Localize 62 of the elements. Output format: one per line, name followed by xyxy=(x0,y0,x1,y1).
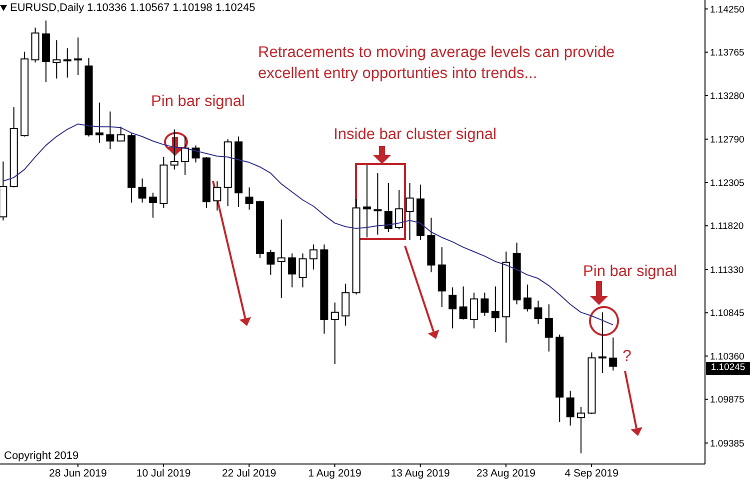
candlestick xyxy=(298,252,307,288)
candlestick xyxy=(384,182,392,232)
candlestick xyxy=(106,111,114,150)
candlestick xyxy=(138,178,146,204)
candlestick xyxy=(181,136,190,176)
candlestick xyxy=(330,302,339,365)
text: 1.10245 xyxy=(706,362,750,375)
y-tick-label: 1.13765 xyxy=(710,48,744,59)
chart-title: EURUSD,Daily 1.10336 1.10567 1.10198 1.10245 xyxy=(10,1,256,16)
candlestick xyxy=(74,36,82,76)
y-tick-label: 1.11330 xyxy=(710,264,744,276)
candlestick xyxy=(277,219,286,299)
candlestick xyxy=(566,390,574,426)
candlestick xyxy=(63,48,72,78)
x-tick-label: 28 Jun 2019 xyxy=(49,467,107,480)
y-tick-label: 1.12790 xyxy=(710,134,744,146)
candlestick xyxy=(598,312,606,374)
candlestick xyxy=(362,164,371,238)
text: ? xyxy=(622,347,632,367)
candlestick xyxy=(288,252,296,288)
candlestick xyxy=(148,192,157,218)
y-tick-label: 1.14250 xyxy=(710,4,744,16)
x-tick-label: 4 Sep 2019 xyxy=(564,467,619,480)
candlestick xyxy=(245,186,254,210)
candlestick xyxy=(406,182,414,241)
candlestick xyxy=(342,283,350,326)
x-tick-label: 13 Aug 2019 xyxy=(390,467,450,480)
candlestick xyxy=(52,40,61,80)
candlestick xyxy=(95,102,104,144)
y-tick-label: 1.10360 xyxy=(710,351,744,362)
candlestick xyxy=(374,172,382,236)
y-tick-label: 1.11820 xyxy=(710,221,744,232)
candlestick xyxy=(448,286,457,329)
annotation: Retracements to moving average levels can provide excellent entry opportunties into trends... xyxy=(258,43,616,84)
y-tick-label: 1.09385 xyxy=(710,438,744,450)
y-tick-label: 1.12305 xyxy=(710,178,744,189)
candlestick xyxy=(524,284,532,312)
x-tick-label: 23 Aug 2019 xyxy=(476,467,536,480)
y-tick-label: 1.10845 xyxy=(710,308,744,320)
candlestick xyxy=(395,190,404,230)
annotation: Inside bar cluster signal xyxy=(332,125,498,145)
candlestick xyxy=(534,300,542,324)
y-tick-label: 1.09875 xyxy=(710,394,744,406)
candlestick xyxy=(609,337,618,371)
x-tick-label: 22 Jul 2019 xyxy=(222,467,276,480)
candlestick xyxy=(192,144,200,163)
candlestick xyxy=(266,249,275,276)
annotation: Pin bar signal xyxy=(582,262,678,282)
candlestick xyxy=(491,286,500,332)
candlestick xyxy=(544,304,553,352)
candlestick xyxy=(116,126,125,142)
y-tick-label: 1.13280 xyxy=(710,90,744,102)
candlestick xyxy=(459,286,468,320)
x-tick-label: 10 Jul 2019 xyxy=(136,467,191,480)
candlestick xyxy=(309,244,318,270)
candlestick xyxy=(480,292,489,316)
annotation: Pin bar signal xyxy=(150,92,246,112)
candlestick xyxy=(577,406,586,454)
candlestick xyxy=(470,292,478,329)
x-tick-label: 1 Aug 2019 xyxy=(308,467,362,480)
candlestick xyxy=(213,180,222,212)
annotation: Copyright 2019 xyxy=(4,449,80,464)
